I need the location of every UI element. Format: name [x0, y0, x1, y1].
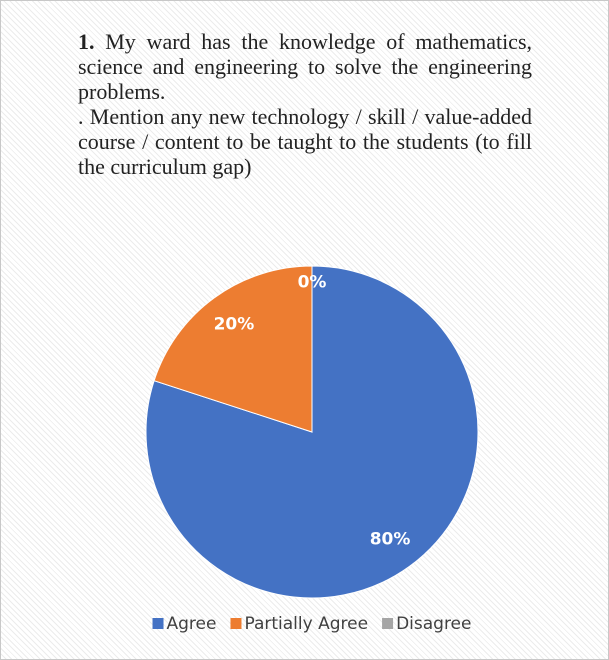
- title-number: 1.: [78, 29, 95, 54]
- data-label: 0%: [298, 273, 327, 293]
- legend-label: Agree: [167, 614, 217, 634]
- legend-swatch: [230, 618, 242, 629]
- legend-swatch: [152, 618, 164, 629]
- pie-slice: [153, 265, 313, 433]
- legend-swatch: [382, 618, 394, 629]
- legend-label: Partially Agree: [244, 614, 368, 634]
- data-label: 20%: [214, 315, 255, 335]
- legend-label: Disagree: [396, 614, 471, 634]
- data-label: 80%: [370, 529, 411, 549]
- chart-title: My ward has the knowledge of mathematics…: [78, 29, 533, 104]
- heading: 1. My ward has the knowledge of mathemat…: [78, 29, 532, 179]
- pie-slice: [145, 265, 479, 599]
- chart-subtitle: . Mention any new technology / skill / v…: [78, 104, 532, 179]
